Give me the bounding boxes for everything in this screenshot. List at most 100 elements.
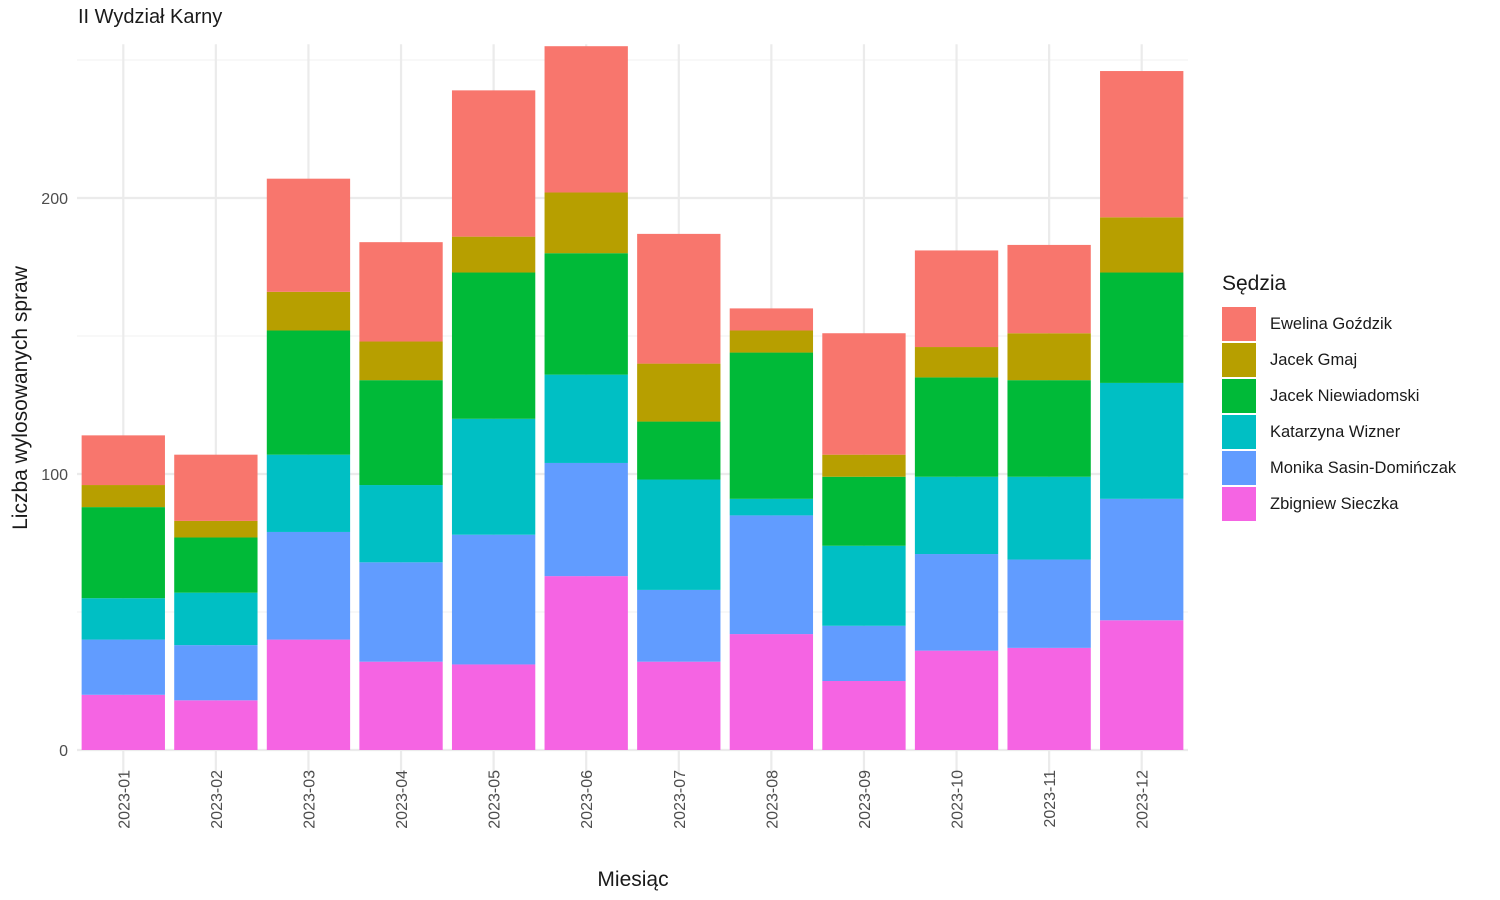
bar-segment <box>544 576 628 750</box>
bar-segment <box>729 352 814 499</box>
bar-segment <box>359 661 443 750</box>
bar-segment <box>729 330 814 353</box>
bar-segment <box>1007 559 1091 648</box>
bar-segment <box>174 454 258 521</box>
legend-label: Jacek Niewiadomski <box>1270 386 1420 405</box>
bar-segment <box>729 634 814 750</box>
legend-items: Ewelina Goździk Jacek Gmaj Jacek Niewiadom… <box>1222 306 1456 522</box>
bar-segment <box>174 700 258 750</box>
x-tick-label: 2023-03 <box>301 770 318 829</box>
bar-segment <box>266 454 351 532</box>
bar-segment <box>81 598 165 640</box>
bar-segment <box>1100 620 1184 750</box>
legend-color-key <box>1222 415 1256 449</box>
bar-segment <box>914 650 999 750</box>
bar-segment <box>914 250 999 348</box>
bar-segment <box>1100 71 1184 218</box>
legend-title: Sędzia <box>1222 272 1287 295</box>
bar-segment <box>729 498 814 516</box>
y-tick-label: 200 <box>41 191 68 208</box>
legend: Sędzia Ewelina Goździk Jacek Gmaj Jacek Ni… <box>1222 272 1456 522</box>
bar-segment <box>914 347 999 378</box>
x-tick-label: 2023-08 <box>764 770 781 829</box>
bar-segment <box>1007 476 1091 560</box>
bar-segment <box>1100 498 1184 621</box>
bar-segment <box>266 531 351 640</box>
legend-item: Jacek Niewiadomski <box>1222 378 1456 414</box>
bar-segment <box>359 380 443 486</box>
bar-segment <box>729 515 814 635</box>
x-tick-label: 2023-01 <box>116 770 133 829</box>
bar-segment <box>266 291 351 331</box>
legend-item: Monika Sasin-Domińczak <box>1222 450 1456 486</box>
bar-segment <box>637 479 721 590</box>
bar-segment <box>544 253 628 375</box>
x-tick-label: 2023-10 <box>950 770 967 829</box>
x-tick-label: 2023-02 <box>209 770 226 829</box>
legend-label: Monika Sasin-Domińczak <box>1270 458 1457 477</box>
bar-segment <box>1007 244 1091 334</box>
bar-segment <box>81 507 165 599</box>
bar-segment <box>729 308 814 331</box>
legend-item: Ewelina Goździk <box>1222 306 1456 342</box>
legend-label: Zbigniew Sieczka <box>1270 494 1399 513</box>
bar-segment <box>822 333 906 455</box>
bar-segment <box>544 462 628 577</box>
bar-segment <box>174 592 258 646</box>
legend-item: Katarzyna Wizner <box>1222 414 1456 450</box>
bar-segment <box>266 639 351 750</box>
bar-segment <box>914 554 999 651</box>
bar-segment <box>81 639 165 695</box>
bar-segment <box>359 242 443 342</box>
legend-label: Katarzyna Wizner <box>1270 422 1401 441</box>
bar-segment <box>359 562 443 662</box>
bar-segment <box>1100 217 1184 273</box>
legend-label: Ewelina Goździk <box>1270 314 1392 333</box>
bar-segment <box>544 192 628 254</box>
y-tick-label: 100 <box>41 467 68 484</box>
bar-segment <box>1100 272 1184 383</box>
bar-segment <box>822 454 906 477</box>
bar-segment <box>822 545 906 626</box>
bar-segment <box>451 236 536 273</box>
bar-segment <box>1007 647 1091 750</box>
bar-segment <box>1100 382 1184 499</box>
bar-segment <box>1007 380 1091 477</box>
x-axis-label: Miesiąc <box>597 868 668 891</box>
bar-segment <box>637 233 721 364</box>
bar-segment <box>359 485 443 563</box>
chart-title: II Wydział Karny <box>78 6 223 28</box>
bar-segment <box>451 272 536 419</box>
y-axis-ticks: 0 100 200 <box>41 191 68 760</box>
legend-item: Jacek Gmaj <box>1222 342 1456 378</box>
bar-segment <box>544 46 628 193</box>
legend-color-key <box>1222 307 1256 341</box>
bar-segment <box>637 661 721 750</box>
bar-segment <box>822 476 906 546</box>
legend-color-key <box>1222 379 1256 413</box>
y-tick-label: 0 <box>59 743 68 760</box>
x-tick-label: 2023-05 <box>487 770 504 829</box>
legend-item: Zbigniew Sieczka <box>1222 486 1456 522</box>
x-tick-label: 2023-06 <box>579 770 596 829</box>
legend-label: Jacek Gmaj <box>1270 350 1358 369</box>
bar-segment <box>451 534 536 665</box>
bar-segment <box>174 645 258 701</box>
x-axis-ticks: 2023-01 2023-02 2023-03 2023-04 2023-05 2023-… <box>116 770 1151 829</box>
bar-segment <box>359 341 443 381</box>
x-tick-label: 2023-09 <box>857 770 874 829</box>
bar-segment <box>266 178 351 292</box>
bar-segment <box>81 435 165 486</box>
bar-segment <box>81 485 165 508</box>
bar-segment <box>637 589 721 662</box>
bar-segment <box>914 377 999 477</box>
bars <box>81 46 1184 750</box>
bar-segment <box>81 694 165 750</box>
legend-color-key <box>1222 451 1256 485</box>
bar-segment <box>174 520 258 538</box>
x-tick-label: 2023-04 <box>394 770 411 829</box>
bar-segment <box>914 476 999 555</box>
bar-segment <box>266 330 351 455</box>
bar-segment <box>451 664 536 750</box>
